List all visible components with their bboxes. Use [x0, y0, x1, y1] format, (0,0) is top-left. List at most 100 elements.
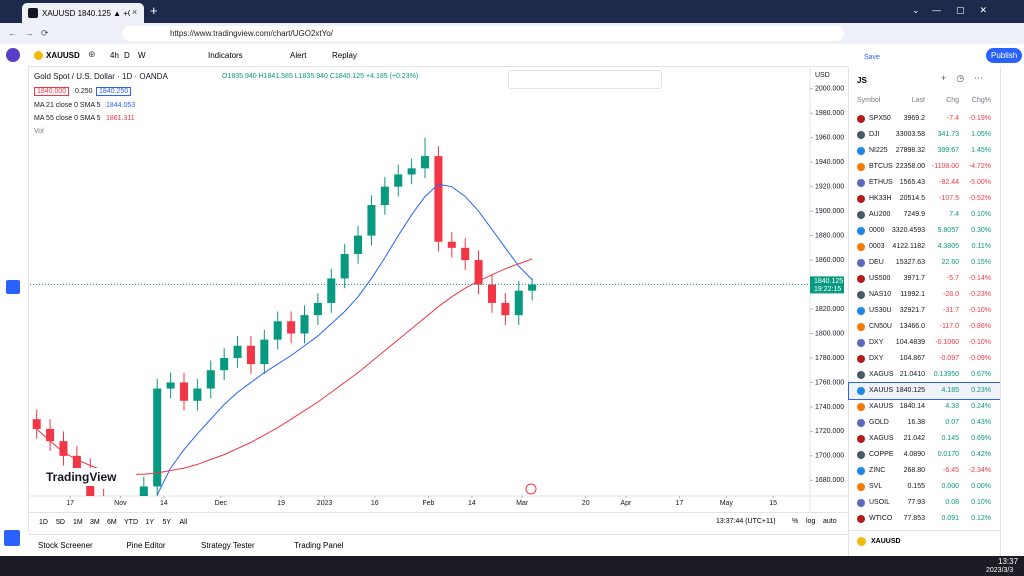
y-tick-label: 1980.000 — [815, 110, 844, 117]
floating-drawing-toolbar[interactable] — [508, 70, 662, 89]
row-chg: 0.000 — [941, 483, 959, 490]
x-tick-label: 2023 — [317, 500, 333, 507]
watchlist-row[interactable]: XAUUS 1840.125 4.185 0.23% — [848, 382, 1002, 400]
interval-button[interactable]: D — [124, 51, 130, 60]
y-tick-label: 1760.000 — [815, 379, 844, 386]
row-chg: -117.0 — [939, 323, 959, 330]
watchlist-row[interactable]: GOLD 16.38 0.07 0.43% — [849, 415, 1001, 431]
watchlist-row[interactable]: DEU 15327.63 22.60 0.15% — [849, 255, 1001, 271]
range-button[interactable]: 6M — [107, 519, 117, 526]
candle-body — [220, 357, 229, 371]
save-button[interactable]: Save — [864, 54, 880, 61]
watchlist-row[interactable]: NI225 27898.32 399.67 1.45% — [849, 143, 1001, 159]
alert-button[interactable]: Alert — [290, 51, 307, 60]
avatar[interactable] — [6, 48, 20, 62]
panel-tab[interactable]: Trading Panel — [294, 541, 344, 550]
candle-body — [327, 278, 336, 303]
watchlist-row[interactable]: SPX50 3969.2 -7.4 -0.19% — [849, 111, 1001, 127]
row-chg-pct: 0.10% — [971, 211, 991, 218]
row-symbol: DXY — [869, 339, 884, 346]
nav-buttons[interactable]: ← → ⟳ — [8, 28, 49, 38]
row-last: 1565.43 — [899, 179, 925, 186]
panel-tab[interactable]: Strategy Tester — [201, 541, 255, 550]
watchlist-row[interactable]: SVL 0.155 0.000 0.00% — [849, 479, 1001, 495]
tab-close[interactable]: × — [132, 7, 138, 17]
candle-body — [501, 302, 510, 316]
log-toggle[interactable]: log — [806, 518, 816, 525]
watchlist-row[interactable]: 0003 4122.1182 4.3805 0.11% — [849, 239, 1001, 255]
symbol-icon — [857, 227, 865, 235]
watchlist-row[interactable]: USOIL 77.93 0.08 0.10% — [849, 495, 1001, 511]
interval-button[interactable]: 4h — [110, 51, 119, 60]
watchlist-name[interactable]: JS — [857, 76, 867, 85]
row-chg-pct: -0.10% — [968, 307, 991, 314]
new-tab[interactable]: + — [150, 3, 158, 18]
row-symbol: AU200 — [869, 211, 891, 218]
ask-price[interactable]: 1840.250 — [96, 87, 132, 96]
address-bar[interactable]: https://www.tradingview.com/chart/UGO2xt… — [122, 26, 844, 41]
watchlist-row[interactable]: AU200 7249.9 7.4 0.10% — [849, 207, 1001, 223]
candle-body — [380, 186, 389, 206]
watchlist-row[interactable]: XAGUS 21.0410 0.13950 0.67% — [849, 367, 1001, 383]
auto-toggle[interactable]: auto — [823, 518, 837, 525]
interval-button[interactable]: W — [138, 51, 146, 60]
row-last: 32921.7 — [899, 307, 925, 314]
watchlist-row[interactable]: DXY 104.867 -0.097 -0.09% — [849, 351, 1001, 367]
range-button[interactable]: 1M — [73, 519, 83, 526]
replay-button[interactable]: Replay — [332, 51, 357, 60]
watchlist-footer[interactable]: XAUUSD — [871, 538, 901, 545]
candle-body — [246, 345, 255, 365]
panel-tab[interactable]: Pine Editor — [126, 541, 166, 550]
publish-label: Publish — [991, 51, 1018, 60]
range-button[interactable]: YTD — [124, 519, 138, 526]
watchlist-actions[interactable]: + ◷ ⋯ — [941, 73, 984, 83]
collapse-button[interactable] — [4, 530, 20, 546]
range-button[interactable]: 3M — [90, 519, 100, 526]
watchlist-row[interactable]: XAGUS 21.042 0.145 0.69% — [849, 431, 1001, 447]
indicators-button[interactable]: Indicators — [208, 51, 243, 60]
watchlist-row[interactable]: HK33H 20514.5 -107.5 -0.52% — [849, 191, 1001, 207]
bid-price[interactable]: 1840.000 — [34, 87, 70, 96]
compare-button[interactable]: ⊕ — [88, 49, 96, 59]
events-icon[interactable] — [525, 483, 537, 495]
range-button[interactable]: 1D — [39, 519, 48, 526]
symbol-icon — [857, 259, 865, 267]
taskbar-time: 13:37 — [998, 557, 1019, 566]
range-button[interactable]: 5D — [56, 519, 65, 526]
column-header[interactable]: Chg% — [971, 97, 991, 104]
row-chg: -6.45 — [943, 467, 959, 474]
range-button[interactable]: 1Y — [145, 519, 155, 526]
candle-body — [72, 455, 81, 469]
publish-button[interactable]: Publish — [986, 48, 1022, 63]
watchlist-row[interactable]: COPPE 4.0890 0.0170 0.42% — [849, 447, 1001, 463]
watchlist-row[interactable]: CN50U 13466.0 -117.0 -0.86% — [849, 319, 1001, 335]
range-button[interactable]: All — [179, 519, 188, 526]
watchlist-row[interactable]: ZINC 268.80 -6.45 -2.34% — [849, 463, 1001, 479]
watchlist-row[interactable]: DJI 33003.58 341.73 1.05% — [849, 127, 1001, 143]
watchlist-row[interactable]: ETHUS 1565.43 -82.44 -5.00% — [849, 175, 1001, 191]
watchlist-row[interactable]: WTICO 77.853 0.091 0.12% — [849, 511, 1001, 527]
y-tick-label: 1960.000 — [815, 135, 844, 142]
tool-active[interactable] — [6, 280, 20, 294]
watchlist-row[interactable]: NAS10 11992.1 -28.0 -0.23% — [849, 287, 1001, 303]
watchlist-row[interactable]: US30U 32921.7 -31.7 -0.10% — [849, 303, 1001, 319]
panel-tab[interactable]: Stock Screener — [38, 541, 93, 550]
watchlist-row[interactable]: US500 3971.7 -5.7 -0.14% — [849, 271, 1001, 287]
candle-body — [313, 302, 322, 316]
column-header[interactable]: Last — [911, 97, 925, 104]
watchlist-row[interactable]: BTCUS 22358.00 -1108.00 -4.72% — [849, 159, 1001, 175]
row-symbol: ETHUS — [869, 179, 893, 186]
watchlist-row[interactable]: XAUUS 1840.14 4.33 0.24% — [849, 399, 1001, 415]
window-controls[interactable]: ⌄ — ▢ ✕ — [912, 5, 988, 15]
column-header[interactable]: Chg — [946, 97, 959, 104]
symbol-icon — [857, 387, 865, 395]
column-header[interactable]: Symbol — [857, 97, 881, 104]
symbol-search[interactable]: XAUUSD — [46, 51, 80, 60]
candle-body — [153, 388, 162, 487]
watchlist-row[interactable]: DXY 104.4839 -0.1060 -0.10% — [849, 335, 1001, 351]
range-button[interactable]: 5Y — [162, 519, 172, 526]
percent-toggle[interactable]: % — [792, 518, 799, 525]
watchlist-row[interactable]: 0000 3320.4593 9.8057 0.30% — [849, 223, 1001, 239]
browser-tab[interactable]: XAUUSD 1840.125 ▲ +0.23% × — [22, 3, 144, 23]
symbol-icon — [857, 275, 865, 283]
